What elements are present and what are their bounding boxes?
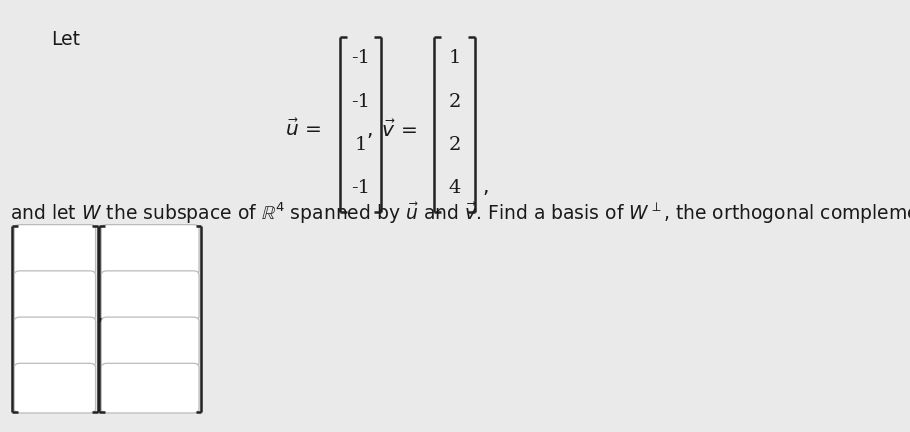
Text: -1: -1 [351, 49, 370, 67]
FancyBboxPatch shape [15, 363, 96, 413]
FancyBboxPatch shape [101, 363, 199, 413]
FancyBboxPatch shape [101, 271, 199, 321]
FancyBboxPatch shape [101, 225, 199, 274]
FancyBboxPatch shape [15, 225, 96, 274]
Text: $\vec{u}\,=$: $\vec{u}\,=$ [285, 119, 321, 140]
FancyBboxPatch shape [15, 271, 96, 321]
Text: -1: -1 [351, 179, 370, 197]
Text: 2: 2 [449, 92, 461, 111]
FancyBboxPatch shape [15, 317, 96, 367]
Text: and let $\mathbf{\mathit{W}}$ the subspace of $\mathbb{R}^4$ spanned by $\vec{u}: and let $\mathbf{\mathit{W}}$ the subspa… [10, 201, 910, 226]
Text: 1: 1 [449, 49, 461, 67]
Text: $,\;\vec{v}\,=$: $,\;\vec{v}\,=$ [367, 118, 418, 141]
Text: -1: -1 [351, 92, 370, 111]
Text: 2: 2 [449, 136, 461, 154]
Text: 1: 1 [355, 136, 368, 154]
Text: ,: , [96, 306, 103, 325]
FancyBboxPatch shape [101, 317, 199, 367]
Text: $,$: $,$ [482, 178, 489, 197]
Text: 4: 4 [449, 179, 461, 197]
Text: Let: Let [51, 30, 80, 49]
